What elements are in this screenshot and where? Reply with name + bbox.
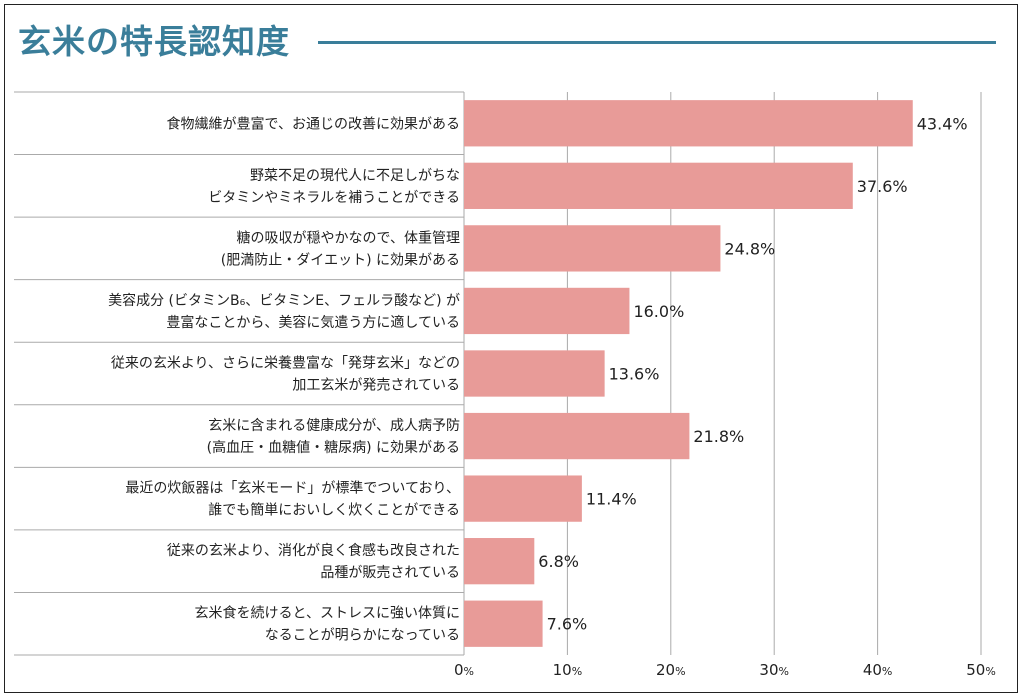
bar-value-label: 13.6% (609, 365, 660, 384)
category-label: 誰でも簡単においしく炊くことができる (208, 503, 460, 519)
bar-value-label: 43.4% (917, 114, 968, 133)
bar (464, 162, 853, 209)
x-tick-label: 0% (454, 661, 474, 679)
bar-value-label: 21.8% (693, 427, 744, 446)
category-label: (肥満防止・ダイエット) に効果がある (221, 252, 460, 268)
category-label: 最近の炊飯器は「玄米モード」が標準でついており、 (125, 480, 460, 497)
category-label: 従来の玄米より、さらに栄養豊富な「発芽玄米」などの (111, 355, 460, 372)
bar (464, 350, 605, 397)
category-label: (高血圧・血糖値・糖尿病) に効果がある (207, 439, 460, 456)
category-label: ビタミンやミネラルを補うことができる (208, 190, 460, 206)
bar (464, 287, 630, 335)
bar-value-label: 37.6% (857, 177, 908, 196)
bar (464, 600, 543, 647)
title-rule (318, 41, 996, 44)
x-tick-label: 50% (966, 661, 996, 679)
category-label: 豊富なことから、美容に気遣う方に適している (166, 314, 460, 331)
category-label: 品種が販売されている (320, 565, 460, 581)
bar (464, 538, 535, 585)
bar-value-label: 7.6% (547, 615, 588, 634)
bar-value-label: 6.8% (538, 552, 579, 571)
bar (464, 225, 721, 272)
bar-value-label: 24.8% (724, 239, 775, 258)
category-label: 糖の吸収が穏やかなので、体重管理 (237, 230, 460, 246)
x-tick-label: 40% (863, 661, 893, 679)
x-tick-label: 20% (656, 661, 686, 679)
category-label: 玄米食を続けると、ストレスに強い体質に (195, 605, 460, 622)
x-tick-label: 30% (759, 661, 789, 679)
bar (464, 475, 582, 522)
x-tick-label: 10% (553, 661, 583, 679)
bar (464, 412, 690, 460)
category-label: 加工玄米が発売されている (292, 377, 460, 394)
bar-value-label: 11.4% (586, 490, 637, 509)
bar (464, 100, 913, 147)
category-label: 従来の玄米より、消化が良く食感も改良された (167, 542, 460, 559)
category-label: 美容成分 (ビタミンB₆、ビタミンE、フェルラ酸など) が (108, 292, 460, 309)
category-label: 玄米に含まれる健康成分が、成人病予防 (208, 417, 460, 434)
category-label: なることが明らかになっている (265, 628, 460, 644)
bar-value-label: 16.0% (633, 302, 684, 321)
category-label: 野菜不足の現代人に不足しがちな (250, 168, 460, 184)
chart-title: 玄米の特長認知度 (18, 22, 290, 61)
category-label: 食物繊維が豊富で、お通じの改善に効果がある (167, 115, 460, 132)
